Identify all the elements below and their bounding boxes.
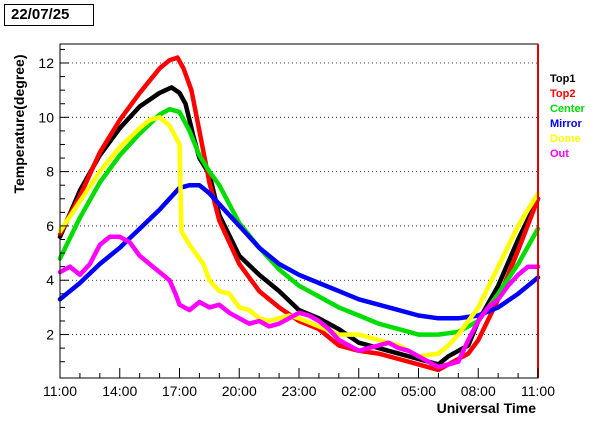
series-line-dome (57, 115, 541, 359)
y-tick-label: 12 (38, 55, 54, 71)
date-label: 22/07/25 (11, 6, 70, 23)
x-tick-label: 17:00 (162, 383, 197, 399)
legend-entry-out: Out (550, 148, 569, 160)
legend-entry-mirror: Mirror (550, 118, 583, 130)
legend-entry-dome: Dome (550, 133, 581, 145)
x-tick-label: 20:00 (222, 383, 257, 399)
y-tick-label: 6 (46, 218, 54, 234)
y-tick-label: 4 (46, 272, 54, 288)
y-axis-label: Temperature(degree) (11, 54, 27, 193)
x-tick-label: 05:00 (401, 383, 436, 399)
x-tick-label: 11:00 (43, 383, 77, 399)
legend-entry-center: Center (550, 103, 586, 115)
x-tick-label: 02:00 (341, 383, 376, 399)
legend-entry-top1: Top1 (550, 73, 575, 85)
x-axis-label: Universal Time (437, 400, 537, 416)
date-label-box: 22/07/25 (4, 4, 94, 26)
y-axis: 2 4 6 8 10 12 (38, 48, 69, 363)
legend: Top1 Top2 Center Mirror Dome Out (550, 73, 586, 160)
legend-entry-top2: Top2 (550, 88, 575, 100)
x-tick-label: 11:00 (521, 383, 555, 399)
chart-series (57, 55, 541, 373)
y-tick-label: 8 (46, 164, 54, 180)
y-tick-label: 10 (38, 109, 54, 125)
x-axis: 11:00 14:00 17:00 20:00 23:00 02:00 05:00 08:00… (43, 368, 555, 399)
y-tick-label: 2 (46, 327, 54, 343)
series-line-out (57, 234, 541, 370)
series-line-mirror (57, 182, 541, 321)
x-tick-label: 23:00 (281, 383, 316, 399)
x-tick-label: 14:00 (102, 383, 137, 399)
x-tick-label: 08:00 (461, 383, 496, 399)
series-line-top1 (57, 85, 541, 367)
series-line-center (57, 106, 541, 337)
